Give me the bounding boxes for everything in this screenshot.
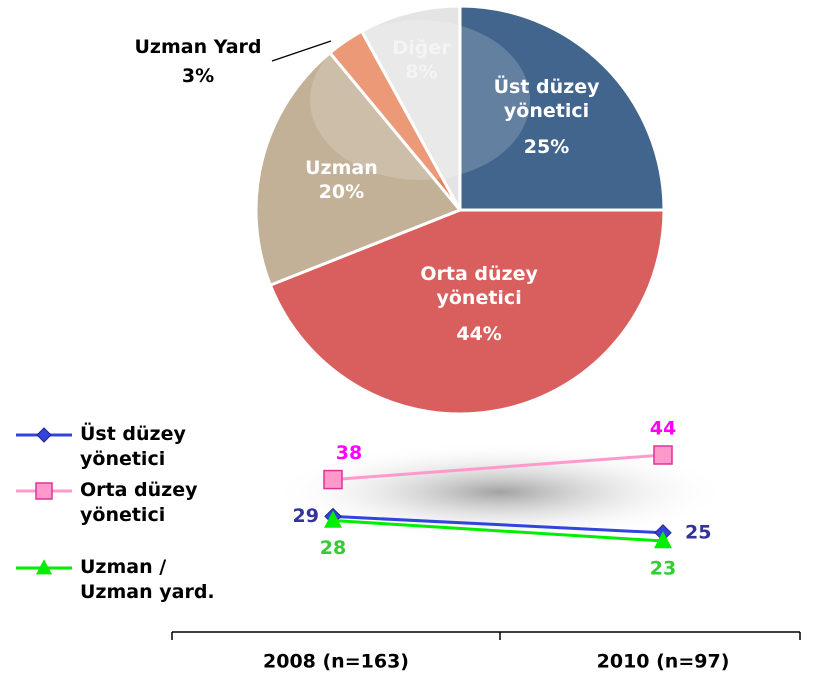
slice-value: 8%: [405, 60, 438, 83]
slice-label: Uzman Yard: [134, 36, 262, 58]
data-label: 44: [650, 418, 676, 440]
marker: [653, 445, 673, 465]
legend-label: Üst düzey yönetici: [80, 423, 186, 470]
pie-slice: [254, 50, 463, 288]
pie-slice: [458, 4, 666, 212]
slice-value: 20%: [318, 180, 365, 203]
pie-slice: [268, 208, 666, 416]
slice-label: Diğer: [392, 36, 451, 59]
pie-slice: [359, 4, 462, 211]
slice-value: 44%: [456, 323, 502, 346]
marker: [324, 510, 342, 528]
marker: [36, 427, 52, 443]
data-label: 29: [293, 505, 319, 527]
highlight: [310, 20, 530, 180]
data-label: 28: [320, 537, 346, 559]
data-label: 38: [336, 442, 362, 464]
slice-label: Uzman: [305, 156, 378, 179]
marker: [323, 469, 343, 490]
legend-label: Orta düzey yönetici: [80, 479, 198, 526]
series-line: [332, 514, 664, 535]
marker: [654, 531, 672, 549]
data-label: 23: [650, 558, 676, 580]
series-line: [332, 453, 664, 482]
slice-label: Üst düzey yönetici: [493, 76, 600, 123]
legend-label: Uzman / Uzman yard.: [80, 556, 215, 603]
leader-line: [271, 40, 332, 62]
data-label: 25: [685, 521, 711, 543]
x-tick-label: 2008 (n=163): [263, 651, 409, 673]
shadow: [270, 442, 730, 542]
slice-value: 3%: [181, 65, 215, 87]
slice-label: Orta düzey yönetici: [420, 263, 538, 310]
slice-value: 25%: [523, 136, 570, 159]
x-tick-label: 2010 (n=97): [597, 651, 730, 673]
marker: [36, 559, 52, 575]
series-line: [332, 519, 664, 543]
marker: [35, 482, 53, 500]
